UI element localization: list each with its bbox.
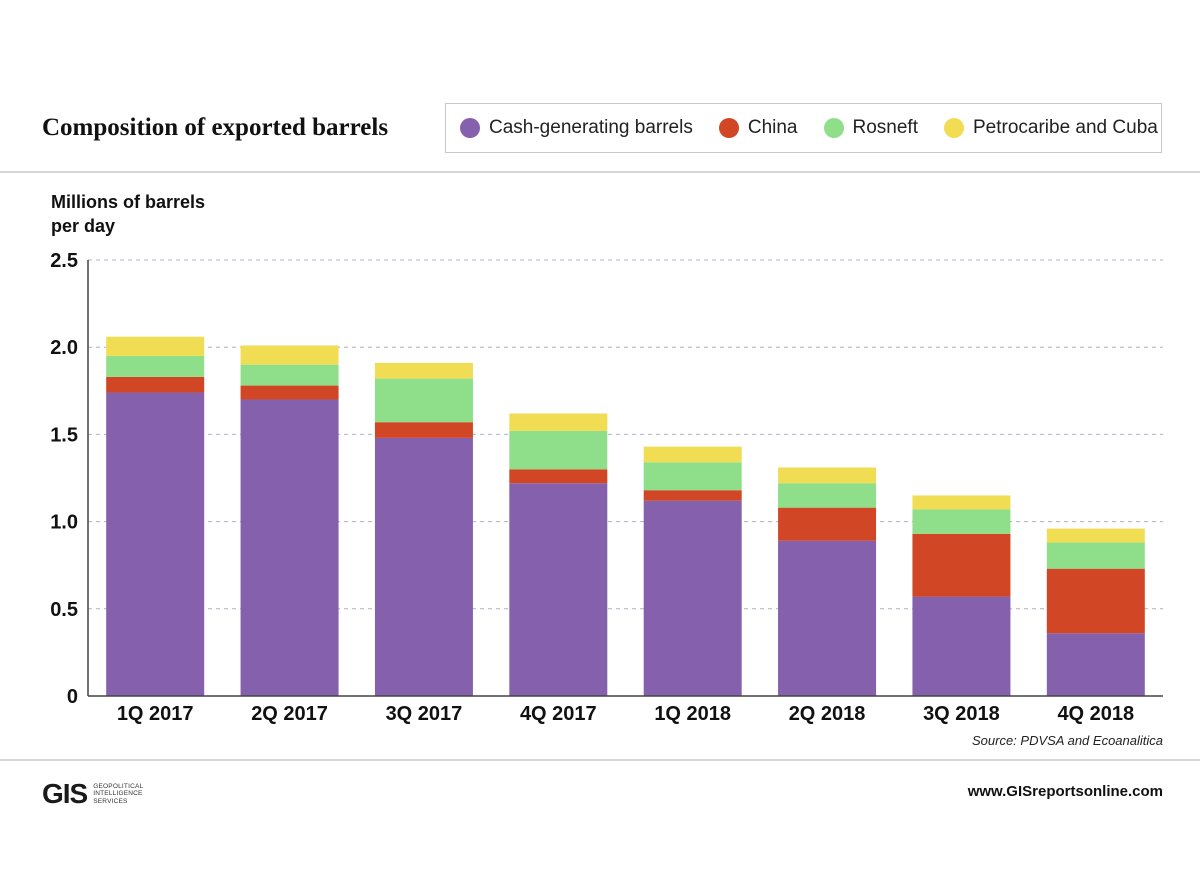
bar-segment-2-1: [374, 422, 473, 438]
bar-segment-4-2: [643, 462, 742, 491]
y-tick-label-2: 1.0: [50, 512, 78, 534]
legend-label-cash: Cash-generating barrels: [489, 117, 693, 138]
legend-item-rosneft: Rosneft: [823, 117, 918, 139]
bar-segment-3-3: [509, 413, 608, 431]
chart-legend: Cash-generating barrels China Rosneft Pe…: [445, 103, 1162, 153]
x-tick-label-7: 4Q 2018: [1057, 703, 1134, 725]
bar-segment-2-3: [374, 362, 473, 379]
bar-segment-3-2: [509, 430, 608, 470]
x-tick-label-2: 3Q 2017: [386, 703, 463, 725]
source-note: Source: PDVSA and Ecoanalitica: [971, 733, 1163, 748]
bar-segment-5-3: [778, 467, 877, 484]
legend-label-petrocaribe: Petrocaribe and Cuba: [972, 117, 1158, 138]
legend-label-china: China: [747, 117, 798, 138]
bar-segment-6-2: [912, 509, 1011, 534]
legend-swatch-cash: [460, 118, 480, 138]
x-tick-label-5: 2Q 2018: [789, 703, 866, 725]
bar-segment-4-3: [643, 446, 742, 463]
x-tick-label-0: 1Q 2017: [117, 703, 194, 725]
y-tick-label-3: 1.5: [50, 424, 78, 446]
bar-segment-5-0: [778, 540, 877, 696]
x-tick-label-6: 3Q 2018: [923, 703, 1000, 725]
bar-segment-1-0: [240, 399, 339, 696]
legend-item-china: China: [718, 117, 798, 139]
bar-segment-0-3: [106, 336, 205, 356]
y-axis-label-line-1: Millions of barrels: [51, 192, 206, 212]
bar-segment-1-1: [240, 385, 339, 400]
gis-logo: GIS GEOPOLITICAL INTELLIGENCE SERVICES: [42, 780, 163, 808]
y-tick-label-1: 0.5: [50, 599, 78, 621]
website-url: www.GISreportsonline.com: [967, 783, 1163, 800]
y-axis-label-line-2: per day: [51, 216, 116, 236]
gis-logo-text: GEOPOLITICAL INTELLIGENCE SERVICES: [93, 782, 144, 805]
y-tick-label-0: 0: [67, 686, 78, 708]
bar-segment-7-2: [1046, 542, 1145, 569]
bar-segment-5-1: [778, 507, 877, 541]
gis-logo-mark: GIS: [42, 778, 88, 809]
bar-segment-1-3: [240, 345, 339, 365]
bar-segment-6-0: [912, 596, 1011, 696]
y-tick-label-4: 2.0: [50, 337, 78, 359]
header-divider: [0, 171, 1200, 173]
bar-segment-4-1: [643, 490, 742, 501]
x-tick-label-3: 4Q 2017: [520, 703, 597, 725]
bar-segment-3-1: [509, 469, 608, 484]
bar-segment-2-2: [374, 378, 473, 423]
bar-segment-6-3: [912, 495, 1011, 510]
bar-segment-0-1: [106, 376, 205, 393]
bar-segment-7-3: [1046, 528, 1145, 543]
bar-segment-2-0: [374, 437, 473, 696]
chart-title: Composition of exported barrels: [42, 114, 389, 141]
legend-swatch-petrocaribe: [943, 118, 964, 138]
legend-swatch-china: [718, 118, 739, 138]
x-tick-label-4: 1Q 2018: [654, 703, 731, 725]
legend-item-cash: Cash-generating barrels: [460, 117, 693, 139]
bar-segment-0-2: [106, 355, 205, 377]
y-axis-label: Millions of barrels per day: [51, 190, 251, 238]
legend-item-petrocaribe: Petrocaribe and Cuba: [943, 117, 1158, 139]
bar-segment-4-0: [643, 500, 742, 696]
bar-segment-3-0: [509, 483, 608, 696]
bar-segment-0-0: [106, 392, 205, 696]
bar-segment-1-2: [240, 364, 339, 386]
legend-swatch-rosneft: [823, 118, 844, 138]
legend-label-rosneft: Rosneft: [852, 117, 918, 138]
bar-segment-6-1: [912, 533, 1011, 597]
bar-segment-5-2: [778, 483, 877, 508]
bar-segment-7-0: [1046, 633, 1145, 696]
footer-divider: [0, 759, 1200, 761]
bar-segment-7-1: [1046, 568, 1145, 634]
x-tick-label-1: 2Q 2017: [251, 703, 328, 725]
y-tick-label-5: 2.5: [50, 250, 78, 272]
